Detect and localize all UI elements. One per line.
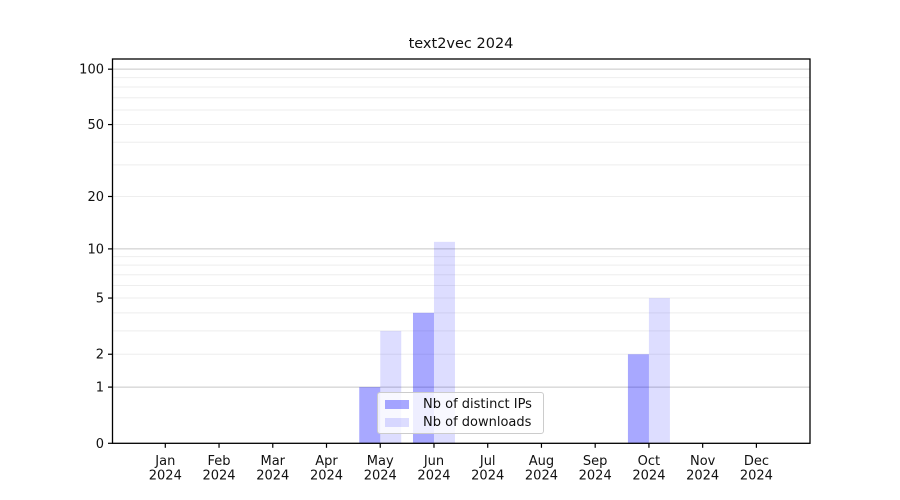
plot-frame	[111, 58, 811, 444]
legend: Nb of distinct IPs Nb of downloads	[377, 392, 544, 434]
legend-label-downloads: Nb of downloads	[423, 414, 532, 430]
bar-distinct-ips-may	[359, 387, 381, 444]
x-tick-label-jun: Jun 2024	[417, 454, 450, 484]
y-tick-label: 10	[87, 242, 104, 257]
bar-downloads-oct	[648, 298, 670, 444]
x-tick-label-feb: Feb 2024	[202, 454, 235, 484]
x-tick-label-mar: Mar 2024	[256, 454, 289, 484]
y-tick-label: 20	[87, 190, 104, 205]
y-tick-label: 0	[96, 437, 104, 452]
x-tick-label-sep: Sep 2024	[579, 454, 612, 484]
x-tick-label-may: May 2024	[364, 454, 397, 484]
x-tick-label-oct: Oct 2024	[632, 454, 665, 484]
y-tick-label: 1	[96, 381, 104, 396]
x-tick-label-dec: Dec 2024	[740, 454, 773, 484]
legend-label-distinct-ips: Nb of distinct IPs	[423, 396, 532, 412]
x-tick-label-jan: Jan 2024	[149, 454, 182, 484]
legend-item-downloads: Nb of downloads	[385, 414, 543, 431]
legend-swatch-downloads-icon	[385, 417, 409, 427]
x-tick-label-apr: Apr 2024	[310, 454, 343, 484]
chart-title: text2vec 2024	[408, 36, 514, 52]
y-tick-label: 100	[79, 63, 104, 78]
x-tick-label-aug: Aug 2024	[525, 454, 558, 484]
x-tick-label-jul: Jul 2024	[471, 454, 504, 484]
legend-swatch-distinct-ips-icon	[385, 399, 409, 409]
y-tick-label: 2	[96, 348, 104, 363]
bar-distinct-ips-oct	[627, 354, 649, 444]
x-tick-label-nov: Nov 2024	[686, 454, 719, 484]
y-tick-label: 50	[87, 118, 104, 133]
y-tick-label: 5	[96, 292, 104, 307]
legend-item-distinct-ips: Nb of distinct IPs	[385, 396, 543, 413]
